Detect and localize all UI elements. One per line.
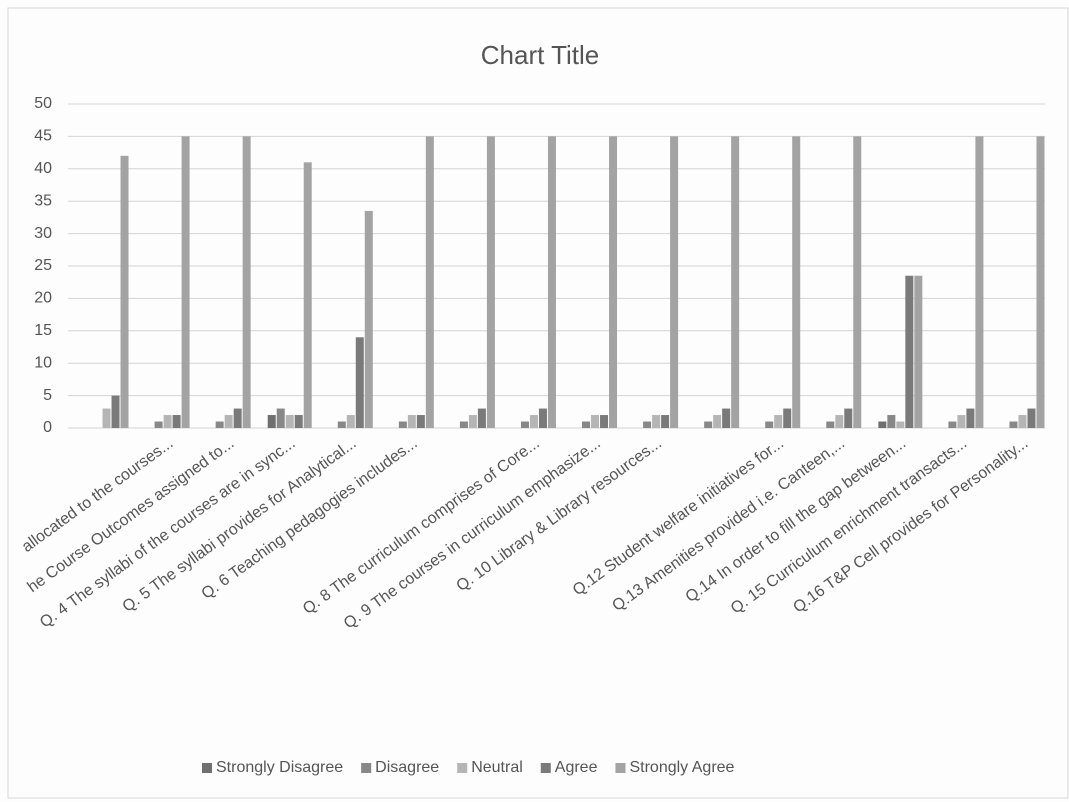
bar (364, 210, 373, 428)
bar (713, 415, 722, 428)
chart-border (7, 7, 1069, 799)
bar (337, 421, 346, 428)
bar (966, 408, 975, 428)
bar (102, 408, 111, 428)
bar (242, 136, 251, 428)
y-tick-label: 0 (43, 419, 52, 436)
bar (346, 415, 355, 428)
bar (661, 415, 670, 428)
bar (731, 136, 740, 428)
bar (529, 415, 538, 428)
bar (477, 408, 486, 428)
bar (826, 421, 835, 428)
bar (835, 415, 844, 428)
bar (154, 421, 163, 428)
bar (355, 337, 364, 428)
bar (591, 415, 600, 428)
bar (905, 275, 914, 428)
bar (1036, 136, 1045, 428)
bar (267, 415, 276, 428)
bar (294, 415, 303, 428)
bar (957, 415, 966, 428)
bar (887, 415, 896, 428)
y-tick-label: 5 (43, 387, 52, 404)
bar (948, 421, 957, 428)
bar (111, 395, 120, 428)
legend-label: Neutral (471, 759, 523, 776)
bar (704, 421, 713, 428)
bar (783, 408, 792, 428)
y-tick-label: 45 (34, 128, 52, 145)
bar (774, 415, 783, 428)
bar (181, 136, 190, 428)
bar (416, 415, 425, 428)
bar (468, 415, 477, 428)
legend-label: Strongly Disagree (216, 759, 343, 776)
bar (398, 421, 407, 428)
legend-swatch (457, 763, 468, 773)
bar (215, 421, 224, 428)
bar (407, 415, 416, 428)
bar (643, 421, 652, 428)
y-tick-label: 20 (34, 290, 52, 307)
bar (459, 421, 468, 428)
bar (853, 136, 862, 428)
bar (233, 408, 242, 428)
legend-label: Disagree (375, 759, 439, 776)
y-tick-label: 35 (34, 192, 52, 209)
legend-label: Agree (555, 759, 598, 776)
bar (520, 421, 529, 428)
legend-swatch (540, 763, 551, 773)
bar (582, 421, 591, 428)
legend-swatch (361, 763, 372, 773)
y-tick-label: 50 (34, 95, 52, 112)
bar (765, 421, 774, 428)
y-tick-label: 15 (34, 322, 52, 339)
legend-swatch (615, 763, 626, 773)
y-tick-label: 25 (34, 257, 52, 274)
legend-swatch (202, 763, 212, 773)
y-tick-label: 30 (34, 225, 52, 242)
bar (172, 415, 181, 428)
bar (425, 136, 434, 428)
bar (538, 408, 547, 428)
y-tick-label: 40 (34, 160, 52, 177)
bar (914, 275, 923, 428)
legend-label: Strongly Agree (629, 759, 734, 776)
bar (1018, 415, 1027, 428)
bar (547, 136, 556, 428)
bar (1027, 408, 1036, 428)
chart-title: Chart Title (481, 40, 600, 70)
bar (120, 155, 129, 428)
bar (792, 136, 801, 428)
bar (878, 421, 887, 428)
bar (975, 136, 984, 428)
bar (303, 162, 312, 428)
bar (896, 421, 905, 428)
bar (163, 415, 172, 428)
bar (1009, 421, 1018, 428)
bar (722, 408, 731, 428)
bar (276, 408, 285, 428)
bar (609, 136, 618, 428)
bar (652, 415, 661, 428)
y-tick-label: 10 (34, 354, 52, 371)
bar (285, 415, 294, 428)
bar (224, 415, 233, 428)
bar (600, 415, 609, 428)
bar (670, 136, 679, 428)
bar (486, 136, 495, 428)
bar (844, 408, 853, 428)
